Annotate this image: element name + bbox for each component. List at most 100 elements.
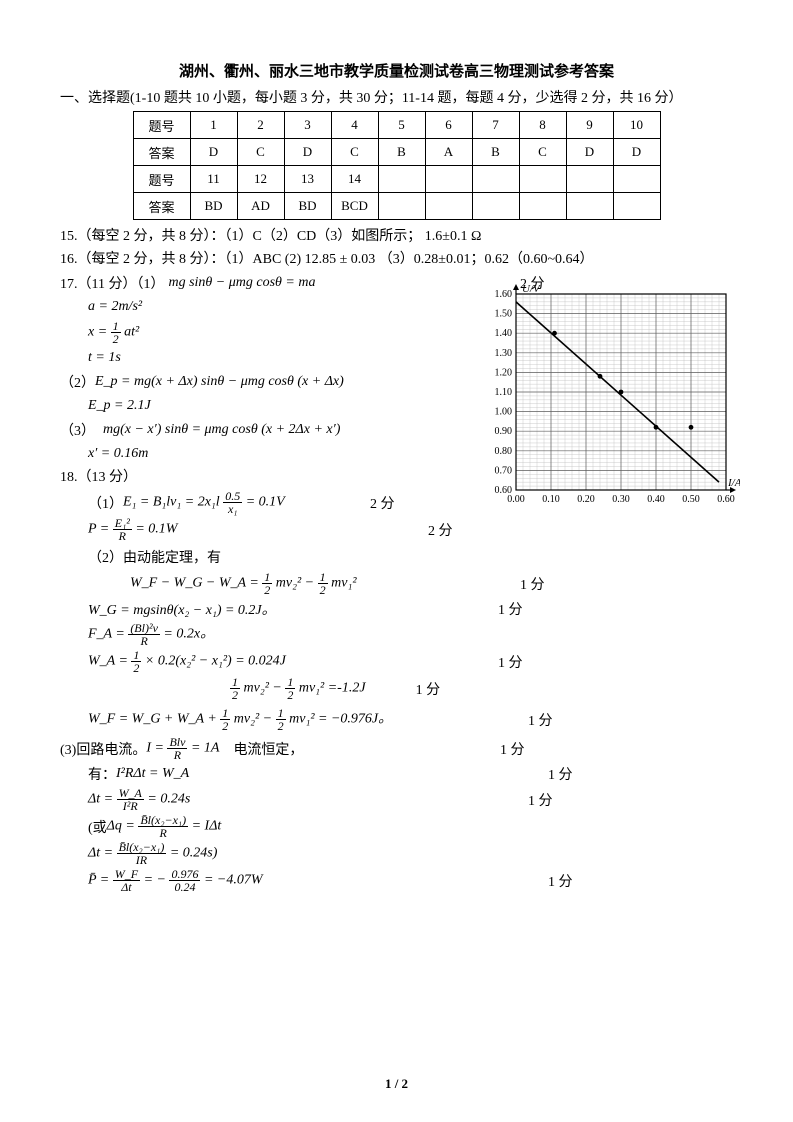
cell: B — [378, 139, 425, 166]
page-title: 湖州、衢州、丽水三地市教学质量检测试卷高三物理测试参考答案 — [60, 60, 733, 81]
svg-text:0.70: 0.70 — [495, 465, 513, 476]
equation: I²RΔt = W_A — [116, 766, 189, 782]
equation: P = E₁²R = 0.1W — [88, 517, 177, 542]
svg-text:1.00: 1.00 — [495, 407, 513, 418]
cell: 12 — [237, 166, 284, 193]
table-row: 题号 1 2 3 4 5 6 7 8 9 10 — [133, 112, 660, 139]
equation: I = BlvR = 1A — [146, 736, 219, 761]
svg-text:1.50: 1.50 — [495, 309, 513, 320]
cell — [519, 193, 566, 220]
svg-text:U/V: U/V — [522, 283, 541, 295]
equation: W_A = 12 × 0.2(x₂² − x₁²) = 0.024J — [88, 649, 286, 674]
points: 1 分 — [480, 574, 545, 594]
cell — [378, 166, 425, 193]
cell: C — [331, 139, 378, 166]
cell: B — [472, 139, 519, 166]
row-label: 答案 — [133, 193, 190, 220]
q15: 15.（每空 2 分，共 8 分）：（1）C（2）CD（3）如图所示； 1.6±… — [60, 226, 733, 247]
cell: 5 — [378, 112, 425, 139]
svg-text:I/A: I/A — [727, 477, 740, 489]
text: 电流恒定， — [219, 739, 303, 759]
svg-text:0.40: 0.40 — [647, 494, 665, 505]
equation: W_F − W_G − W_A = 12 mv₂² − 12 mv₁² — [130, 571, 357, 596]
row-label: 答案 — [133, 139, 190, 166]
cell — [425, 166, 472, 193]
cell — [472, 193, 519, 220]
cell: BD — [190, 193, 237, 220]
cell: A — [425, 139, 472, 166]
table-row: 答案 BD AD BD BCD — [133, 193, 660, 220]
svg-text:1.60: 1.60 — [495, 289, 513, 300]
cell — [566, 193, 613, 220]
cell: 9 — [566, 112, 613, 139]
cell: 10 — [613, 112, 660, 139]
q18: 18.（13 分） （1） E₁ = B₁lv₁ = 2x₁l 0.5x₁ = … — [60, 467, 733, 893]
table-row: 题号 11 12 13 14 — [133, 166, 660, 193]
points: 1 分 — [460, 739, 525, 759]
cell: 7 — [472, 112, 519, 139]
cell — [472, 166, 519, 193]
equation: x′ = 0.16m — [88, 446, 148, 462]
svg-text:1.10: 1.10 — [495, 387, 513, 398]
cell: BD — [284, 193, 331, 220]
cell — [613, 166, 660, 193]
equation: W_F = W_G + W_A + 12 mv₂² − 12 mv₁² = −0… — [88, 707, 392, 732]
cell — [613, 193, 660, 220]
cell: AD — [237, 193, 284, 220]
cell — [425, 193, 472, 220]
svg-text:0.20: 0.20 — [577, 494, 595, 505]
cell: 2 — [237, 112, 284, 139]
equation: E_p = 2.1J — [88, 398, 151, 414]
equation: a = 2m/s² — [88, 299, 142, 315]
cell: BCD — [331, 193, 378, 220]
q18-part3: (3)回路电流。 — [60, 739, 146, 759]
q18-part1: （1） — [88, 493, 123, 513]
equation: Δt = B̄l(x₂−x₁)IR = 0.24s) — [88, 841, 217, 866]
equation: 12 mv₂² − 12 mv₁² =-1.2J — [230, 676, 366, 701]
svg-text:0.60: 0.60 — [495, 485, 513, 496]
answer-table: 题号 1 2 3 4 5 6 7 8 9 10 答案 D C D C B A B… — [133, 111, 661, 220]
equation: Δt = W_AI²R = 0.24s — [88, 787, 190, 812]
cell: 8 — [519, 112, 566, 139]
table-row: 答案 D C D C B A B C D D — [133, 139, 660, 166]
text: (或 — [88, 817, 107, 837]
svg-text:0.10: 0.10 — [542, 494, 560, 505]
points: 2 分 — [388, 520, 453, 540]
equation: P̄ = W_FΔt = − 0.9760.24 = −4.07W — [88, 868, 263, 893]
uv-chart: 0.000.100.200.300.400.500.600.600.700.80… — [480, 282, 740, 512]
cell: 13 — [284, 166, 331, 193]
row-label: 题号 — [133, 112, 190, 139]
points: 1 分 — [508, 871, 573, 891]
points: 1 分 — [458, 599, 523, 619]
cell: 3 — [284, 112, 331, 139]
equation: W_G = mgsinθ(x₂ − x₁) = 0.2J。 — [88, 599, 276, 619]
svg-text:0.30: 0.30 — [612, 494, 630, 505]
q17-part2: （2） — [60, 372, 95, 392]
svg-text:0.60: 0.60 — [717, 494, 735, 505]
equation: mg sinθ − μmg cosθ = ma — [168, 275, 315, 291]
svg-text:0.90: 0.90 — [495, 426, 513, 437]
section1-intro: 一、选择题(1-10 题共 10 小题，每小题 3 分，共 30 分；11-14… — [60, 87, 733, 107]
points: 1 分 — [488, 790, 553, 810]
svg-text:1.30: 1.30 — [495, 348, 513, 359]
points: 2 分 — [330, 493, 395, 513]
points: 1 分 — [458, 652, 523, 672]
svg-text:1.20: 1.20 — [495, 367, 513, 378]
equation: E_p = mg(x + Δx) sinθ − μmg cosθ (x + Δx… — [95, 374, 344, 390]
equation: F_A = (Bl)²vR = 0.2x。 — [88, 622, 214, 647]
cell: D — [566, 139, 613, 166]
cell: 1 — [190, 112, 237, 139]
cell: 14 — [331, 166, 378, 193]
cell — [566, 166, 613, 193]
points: 1 分 — [376, 679, 441, 699]
cell — [378, 193, 425, 220]
q16: 16.（每空 2 分，共 8 分）：（1）ABC (2) 12.85 ± 0.0… — [60, 249, 733, 270]
text: 有： — [88, 764, 116, 784]
svg-text:0.80: 0.80 — [495, 446, 513, 457]
cell: 6 — [425, 112, 472, 139]
svg-text:0.50: 0.50 — [682, 494, 700, 505]
cell: D — [613, 139, 660, 166]
cell — [519, 166, 566, 193]
page-number: 1 / 2 — [0, 1076, 793, 1092]
cell: 11 — [190, 166, 237, 193]
